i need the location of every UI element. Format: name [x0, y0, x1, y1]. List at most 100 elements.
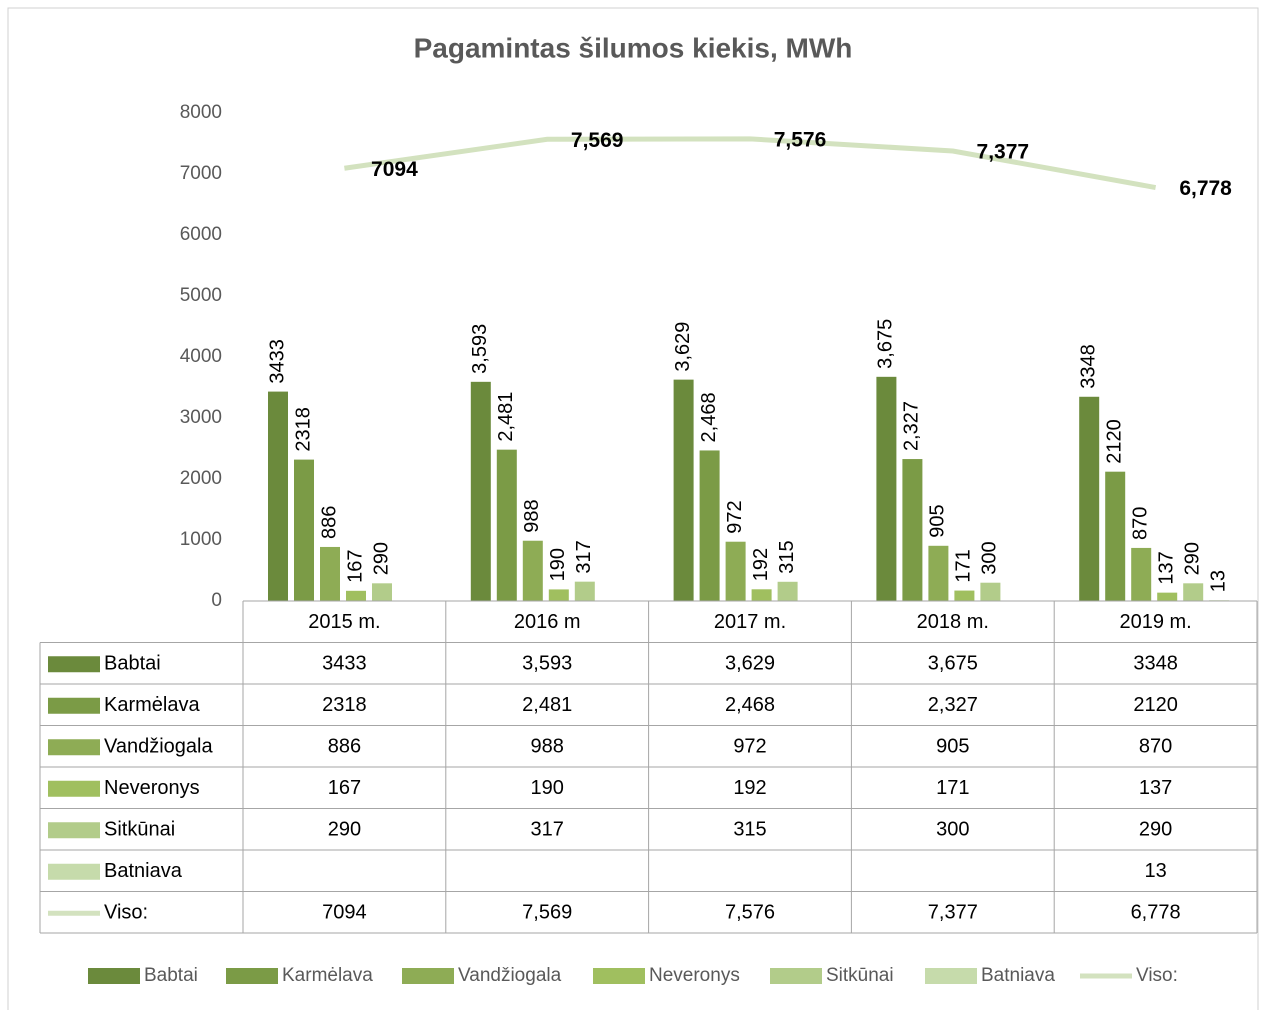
bar: [725, 541, 746, 601]
table-cell: 192: [733, 777, 766, 799]
legend-key: [925, 968, 977, 984]
legend-label: Vandžiogala: [458, 965, 562, 986]
bar: [673, 379, 694, 601]
table-cell: 2,468: [725, 694, 775, 716]
y-tick-label: 2000: [180, 468, 222, 489]
table-cell: 315: [733, 819, 766, 841]
data-label: 7,377: [977, 141, 1030, 164]
data-label: 192: [750, 548, 772, 581]
y-tick-label: 8000: [180, 102, 222, 123]
x-tick-label: 2017 m.: [714, 611, 786, 633]
row-label: Neveronys: [104, 777, 200, 799]
y-tick-label: 4000: [180, 346, 222, 367]
table-cell: 7,576: [725, 902, 775, 924]
table-cell: 3433: [322, 653, 367, 675]
table-cell: 137: [1139, 777, 1172, 799]
legend-key: [402, 968, 454, 984]
table-cell: 290: [1139, 819, 1172, 841]
data-label: 2,327: [901, 401, 923, 451]
y-tick-label: 1000: [180, 529, 222, 550]
data-label: 972: [724, 500, 746, 533]
chart-border: [7, 7, 1259, 1010]
bar: [1079, 396, 1100, 601]
table-cell: 3348: [1133, 653, 1178, 675]
data-label: 2,481: [495, 392, 517, 442]
bar: [548, 589, 569, 601]
table-cell: 7,569: [522, 902, 572, 924]
legend-key: [593, 968, 645, 984]
data-label: 7094: [371, 158, 418, 181]
data-label: 3,593: [469, 324, 491, 374]
table-cell: 988: [531, 736, 564, 758]
data-label: 988: [521, 499, 543, 532]
legend-label: Sitkūnai: [826, 965, 894, 986]
bar: [372, 583, 392, 601]
table-cell: 3,629: [725, 653, 775, 675]
bar: [876, 376, 897, 601]
data-label: 171: [953, 549, 975, 582]
legend-label: Batniava: [981, 965, 1055, 986]
x-tick-label: 2015 m.: [308, 611, 380, 633]
data-label: 886: [318, 506, 340, 539]
data-label: 317: [573, 540, 595, 573]
data-label: 905: [927, 504, 949, 537]
table-cell: 2120: [1133, 694, 1178, 716]
table-cell: 317: [531, 819, 564, 841]
x-tick-label: 2019 m.: [1119, 611, 1191, 633]
legend-label: Neveronys: [649, 965, 740, 986]
bar: [980, 582, 1001, 601]
table-cell: 870: [1139, 736, 1172, 758]
bar: [777, 581, 798, 601]
bar: [751, 589, 772, 601]
table-cell: 3,675: [928, 653, 978, 675]
legend-label: Viso:: [1136, 965, 1178, 986]
data-label: 2120: [1103, 419, 1125, 464]
data-label: 7,576: [774, 128, 827, 151]
legend-label: Karmėlava: [282, 965, 373, 986]
legend-key: [48, 739, 100, 756]
bar: [954, 590, 975, 601]
data-label: 6,778: [1179, 177, 1232, 200]
legend-key: [48, 863, 100, 880]
legend-key: [88, 968, 140, 984]
data-label: 137: [1155, 551, 1177, 584]
legend-key: [48, 697, 100, 714]
legend-key: [48, 780, 100, 797]
bar: [699, 450, 720, 601]
table-cell: 2,327: [928, 694, 978, 716]
bar: [574, 581, 595, 601]
bar: [1157, 592, 1178, 601]
data-label: 167: [344, 549, 366, 582]
legend-key: [48, 656, 100, 673]
row-label: Batniava: [104, 860, 183, 882]
row-label: Vandžiogala: [104, 736, 213, 758]
data-label: 190: [547, 548, 569, 581]
table-cell: 2,481: [522, 694, 572, 716]
table-cell: 190: [531, 777, 564, 799]
data-label: 2318: [292, 407, 314, 452]
data-label: 13: [1207, 570, 1229, 592]
x-tick-label: 2016 m: [514, 611, 581, 633]
legend-key: [770, 968, 822, 984]
x-tick-label: 2018 m.: [917, 611, 989, 633]
table-cell: 7094: [322, 902, 367, 924]
row-label: Babtai: [104, 653, 161, 675]
table-cell: 886: [328, 736, 361, 758]
table-cell: 972: [733, 736, 766, 758]
data-label: 3433: [266, 339, 288, 384]
table-cell: 3,593: [522, 653, 572, 675]
line: [344, 136, 1157, 191]
data-label: 315: [776, 540, 798, 573]
bar: [346, 590, 366, 601]
bar: [1183, 583, 1204, 601]
table-cell: 300: [936, 819, 969, 841]
y-tick-label: 5000: [180, 285, 222, 306]
bar: [1105, 471, 1126, 601]
table-cell: 167: [328, 777, 361, 799]
table-cell: 171: [936, 777, 969, 799]
legend-key: [48, 822, 100, 839]
data-label: 3,629: [672, 322, 694, 372]
table-cell: 6,778: [1131, 902, 1181, 924]
row-label: Karmėlava: [104, 694, 200, 716]
